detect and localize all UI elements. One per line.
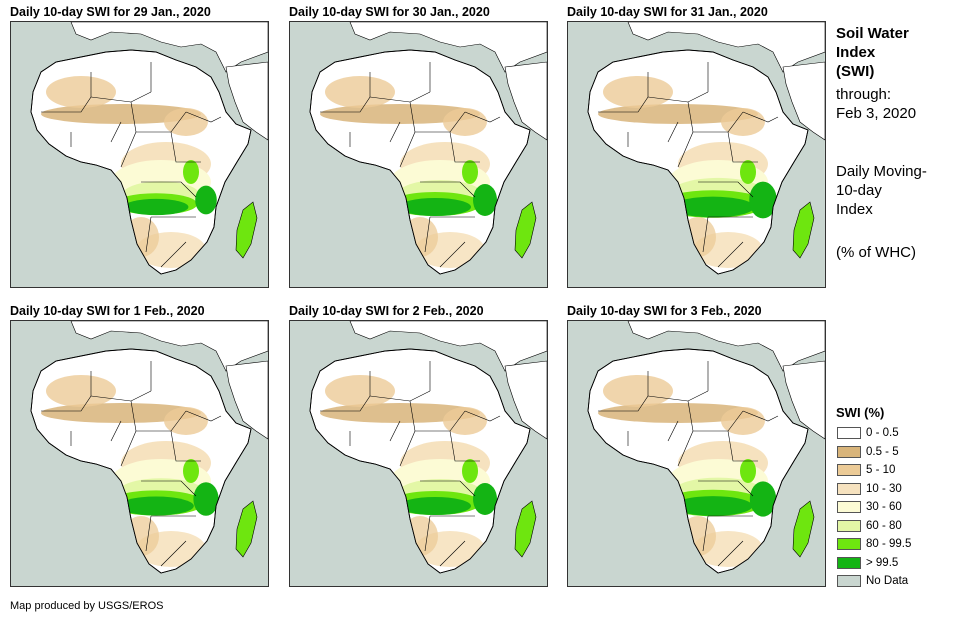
panel-title-2: Daily 10-day SWI for 30 Jan., 2020 — [289, 5, 490, 19]
side-heading-line3: (SWI) — [836, 63, 875, 80]
arabia-landmass — [504, 61, 547, 141]
europe-landmass — [70, 321, 268, 372]
legend-item: 80 - 99.5 — [837, 537, 911, 551]
legend-swatch — [837, 445, 861, 458]
swi-overlay — [41, 361, 222, 567]
madagascar — [792, 201, 815, 259]
legend-label: > 99.5 — [866, 556, 899, 569]
legend-label: 0.5 - 5 — [866, 445, 899, 458]
arabia-landmass — [782, 61, 825, 141]
legend-label: No Data — [866, 575, 909, 587]
arabia-landmass — [225, 61, 268, 141]
legend-item: > 99.5 — [837, 556, 898, 570]
swi-overlay — [320, 361, 501, 567]
legend-swatch — [837, 538, 861, 550]
legend-item: 0 - 0.5 — [837, 426, 899, 440]
europe-landmass — [627, 321, 825, 372]
swi-overlay — [598, 361, 779, 567]
desc-line2: 10-day — [836, 182, 882, 199]
legend-label: 80 - 99.5 — [866, 538, 912, 550]
swi-overlay — [598, 62, 779, 268]
legend-label: 60 - 80 — [866, 519, 902, 532]
side-heading: Soil Water Index (SWI) — [836, 24, 909, 81]
swi-overlay — [41, 62, 222, 268]
arabia-landmass — [225, 360, 268, 440]
swi-map-5 — [289, 320, 548, 587]
swi-overlay — [320, 62, 501, 268]
swi-map-2 — [289, 21, 548, 288]
legend-swatch — [837, 501, 861, 513]
legend-swatch — [837, 464, 861, 476]
europe-landmass — [70, 22, 268, 73]
legend-label: 5 - 10 — [866, 464, 896, 476]
through-label: through: — [836, 86, 892, 103]
madagascar — [514, 201, 537, 259]
europe-landmass — [349, 22, 547, 73]
side-heading-line2: Index — [836, 44, 876, 61]
legend-swatch — [837, 482, 861, 495]
legend-label: 30 - 60 — [866, 501, 902, 513]
panel-title-4: Daily 10-day SWI for 1 Feb., 2020 — [10, 304, 205, 318]
credit-text: Map produced by USGS/EROS — [10, 600, 164, 612]
legend-label: 0 - 0.5 — [866, 427, 899, 439]
panel-title-6: Daily 10-day SWI for 3 Feb., 2020 — [567, 304, 762, 318]
europe-landmass — [349, 321, 547, 372]
desc-line3: Index — [836, 201, 873, 218]
madagascar — [235, 500, 258, 558]
legend-item: 10 - 30 — [837, 482, 902, 496]
legend-item: 0.5 - 5 — [837, 445, 899, 459]
madagascar — [235, 201, 258, 259]
legend-label: 10 - 30 — [866, 482, 902, 495]
swi-map-6 — [567, 320, 826, 587]
madagascar — [514, 500, 537, 558]
panel-title-3: Daily 10-day SWI for 31 Jan., 2020 — [567, 5, 768, 19]
legend-title: SWI (%) — [836, 405, 885, 420]
swi-map-3 — [567, 21, 826, 288]
panel-title-5: Daily 10-day SWI for 2 Feb., 2020 — [289, 304, 484, 318]
swi-map-1 — [10, 21, 269, 288]
arabia-landmass — [504, 360, 547, 440]
index-description: Daily Moving- 10-day Index — [836, 162, 927, 219]
through-date: Feb 3, 2020 — [836, 105, 917, 122]
legend-swatch — [837, 519, 861, 532]
panel-title-1: Daily 10-day SWI for 29 Jan., 2020 — [10, 5, 211, 19]
europe-landmass — [627, 22, 825, 73]
unit-label: (% of WHC) — [836, 244, 916, 261]
legend-item: 30 - 60 — [837, 500, 902, 514]
through-block: through: Feb 3, 2020 — [836, 85, 916, 123]
desc-line1: Daily Moving- — [836, 163, 927, 180]
legend-swatch — [837, 575, 861, 587]
legend-item: 5 - 10 — [837, 463, 895, 477]
swi-map-4 — [10, 320, 269, 587]
madagascar — [792, 500, 815, 558]
legend-item: 60 - 80 — [837, 519, 902, 533]
legend-swatch — [837, 427, 861, 439]
legend-item: No Data — [837, 574, 908, 588]
side-heading-line1: Soil Water — [836, 25, 909, 42]
arabia-landmass — [782, 360, 825, 440]
legend-swatch — [837, 556, 861, 569]
